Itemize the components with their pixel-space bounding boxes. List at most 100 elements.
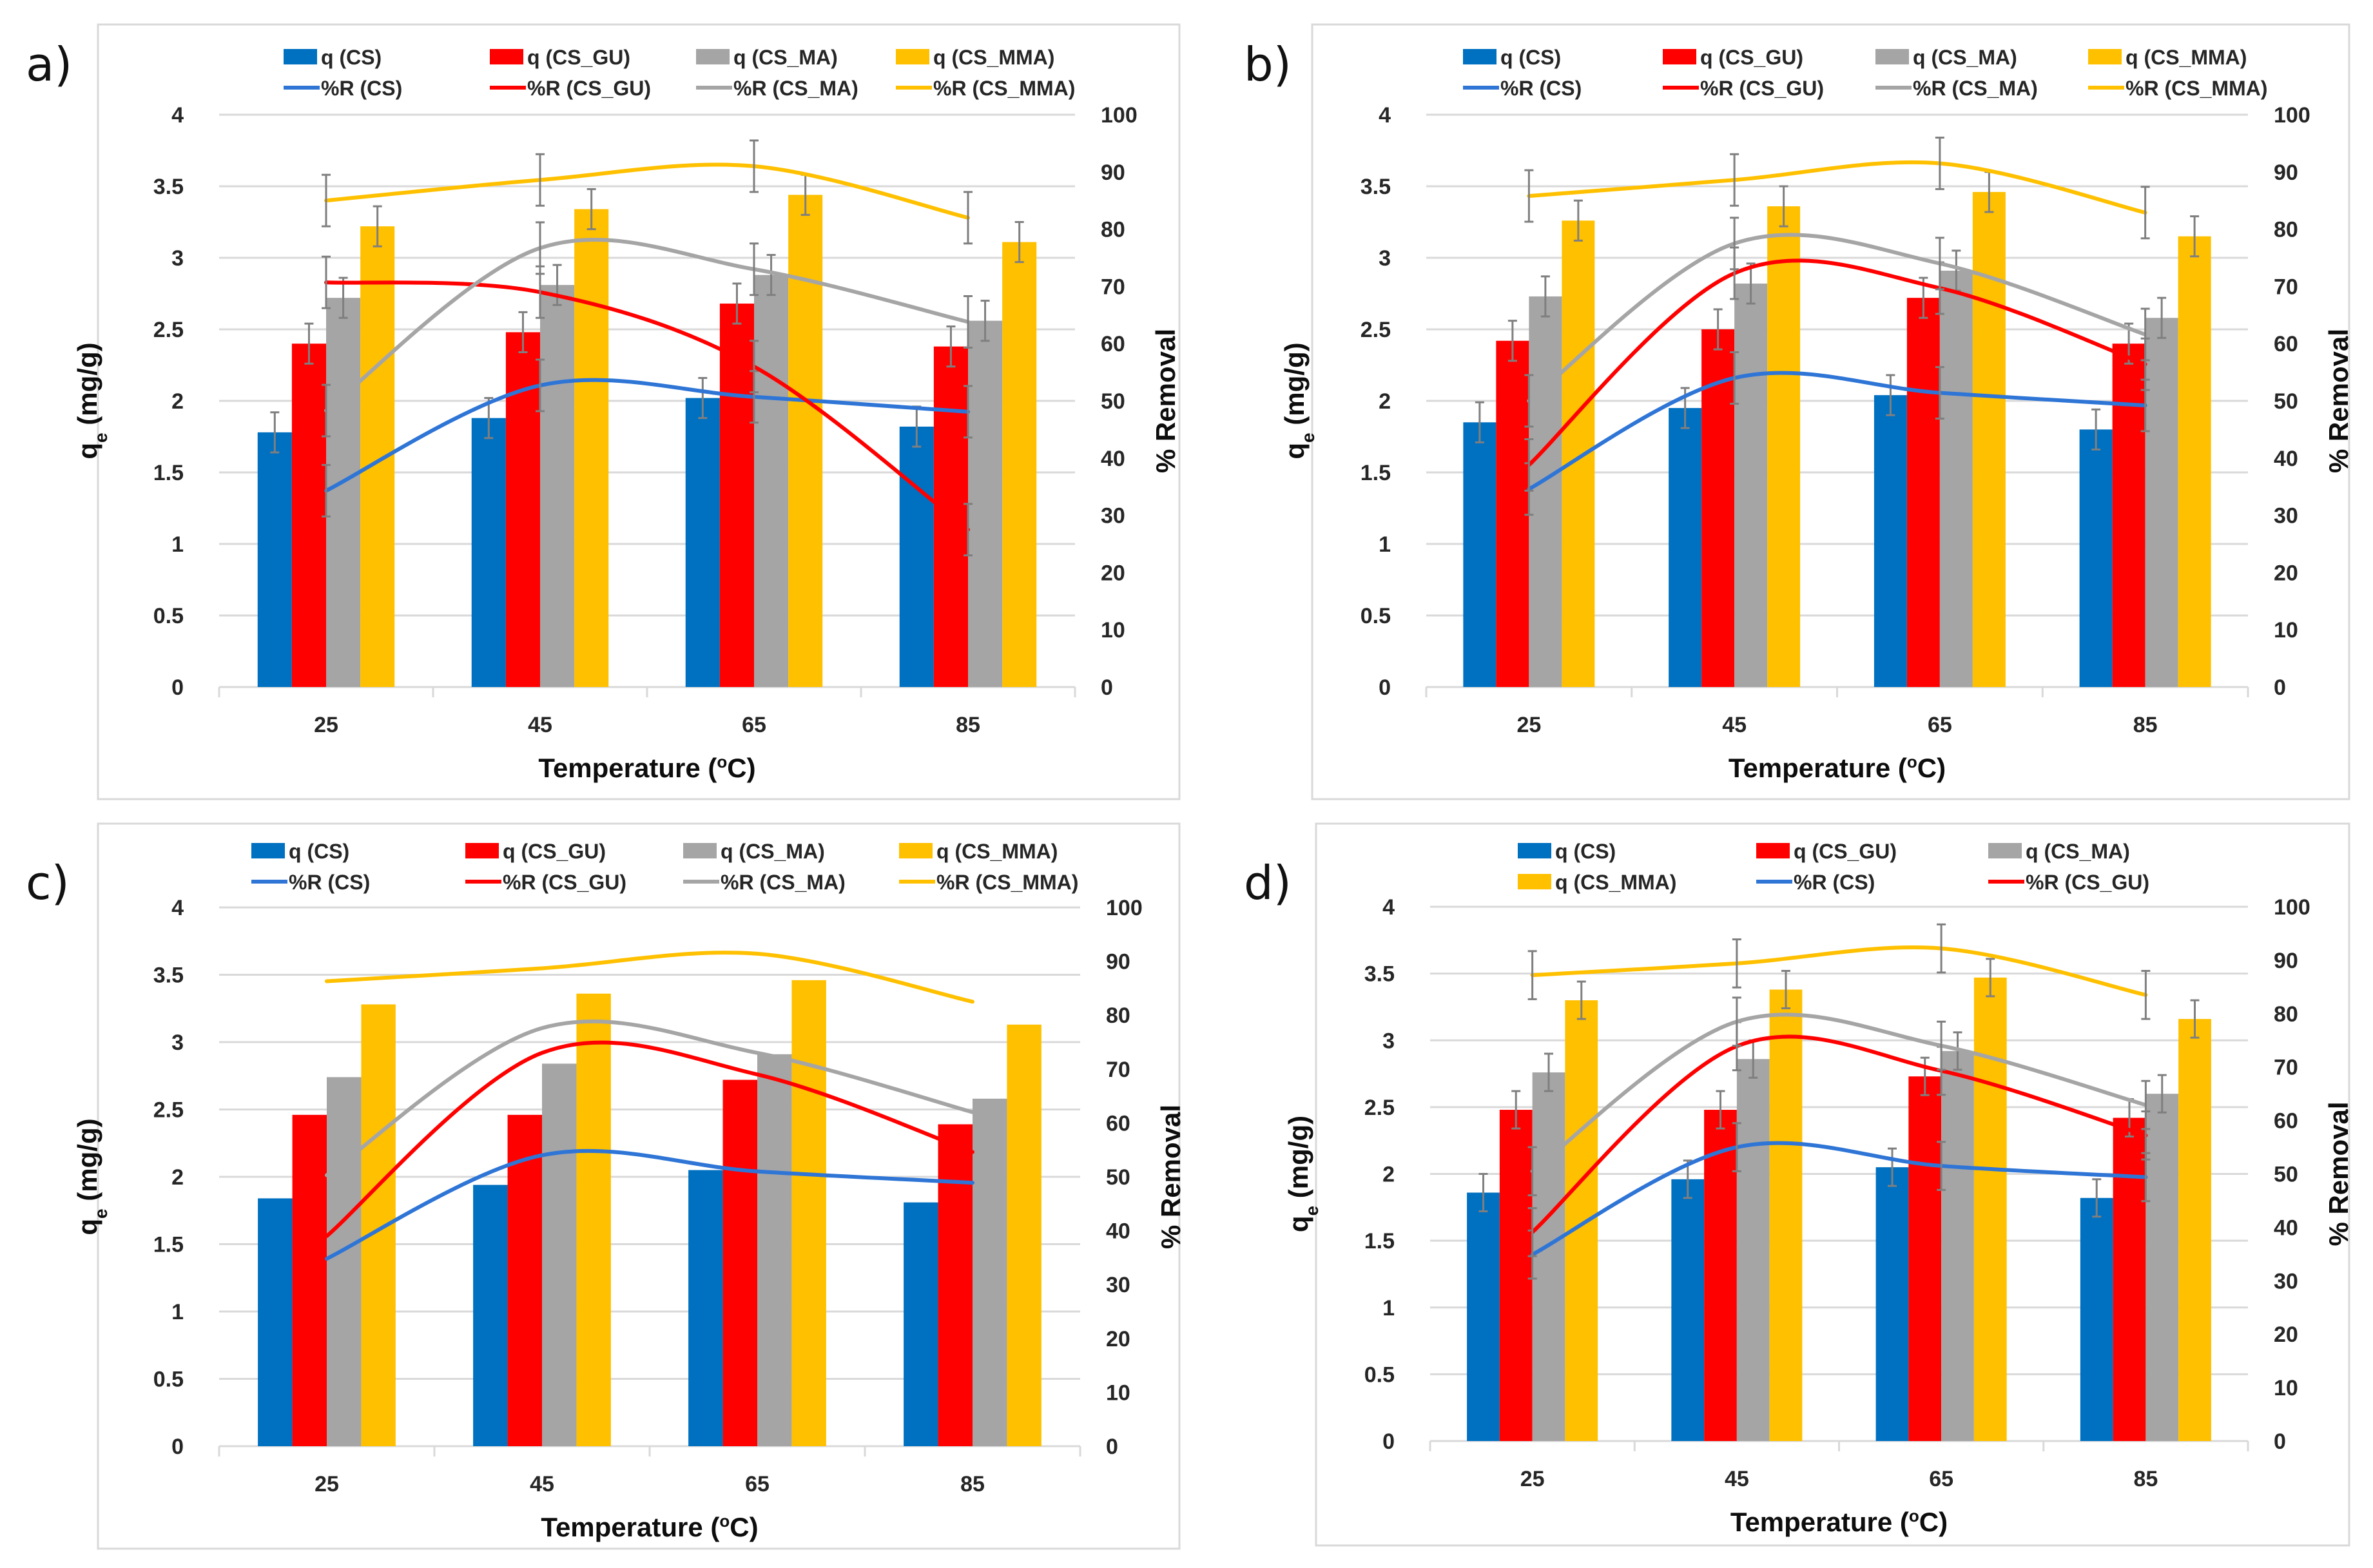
x-tick-label: 65 xyxy=(745,1472,770,1496)
y2-tick-label: 80 xyxy=(2274,1002,2298,1027)
bar-cs-ma xyxy=(754,275,789,687)
y-tick-label: 2.5 xyxy=(153,318,184,342)
legend-swatch xyxy=(2088,49,2122,64)
legend-label: %R (CS_GU) xyxy=(1700,77,1824,100)
y-tick-label: 4 xyxy=(1382,895,1395,920)
legend-label: %R (CS_MMA) xyxy=(933,77,1075,100)
bar-cs-ma xyxy=(973,1098,1007,1446)
legend-item: %R (CS_MA) xyxy=(1875,77,2038,100)
legend-item: %R (CS_MA) xyxy=(683,871,846,894)
y-tick-label: 3.5 xyxy=(1361,175,1391,199)
y-tick-label: 1 xyxy=(1382,1296,1395,1321)
x-axis-title: Temperature (oC) xyxy=(1729,752,1946,783)
legend-label: q (CS_MA) xyxy=(1913,46,2017,69)
y2-axis-title: % Removal xyxy=(1156,1105,1186,1249)
bar-cs-ma xyxy=(1941,1050,1974,1441)
y-tick-label: 2 xyxy=(171,389,184,414)
legend-label: q (CS) xyxy=(1555,840,1616,863)
bar-cs-mma xyxy=(1562,220,1595,687)
panel-label: c) xyxy=(26,856,70,910)
y-tick-label: 2 xyxy=(171,1165,184,1190)
legend-item: %R (CS_GU) xyxy=(1663,77,1824,100)
legend-item: q (CS) xyxy=(1463,46,1561,69)
chart-panel-b: b)00.511.522.533.54010203040506070809010… xyxy=(1244,23,2354,800)
bar-cs xyxy=(258,1198,293,1446)
legend-item: %R (CS) xyxy=(1463,77,1582,100)
line-line-cs xyxy=(325,1148,974,1261)
y-tick-label: 1.5 xyxy=(153,1233,184,1257)
y2-tick-label: 50 xyxy=(2274,1163,2298,1187)
legend-label: q (CS_GU) xyxy=(527,46,630,69)
legend-label: %R (CS) xyxy=(1794,871,1875,894)
chart-panel-a: a)00.511.522.533.54010203040506070809010… xyxy=(26,23,1181,800)
y-axis-title: qe (mg/g) xyxy=(72,1118,111,1235)
bar-cs-mma xyxy=(361,1004,396,1446)
x-tick-label: 85 xyxy=(2133,713,2158,737)
bar-cs-mma xyxy=(1007,1024,1041,1446)
line-cs-gu xyxy=(325,1040,974,1238)
bar-cs-mma xyxy=(576,993,611,1446)
bar-cs-mma xyxy=(1973,977,2007,1441)
y2-tick-label: 30 xyxy=(2274,504,2298,528)
legend-swatch xyxy=(896,49,929,64)
bar-cs-ma xyxy=(2145,318,2178,687)
x-tick-label: 85 xyxy=(2133,1467,2158,1491)
y2-tick-label: 20 xyxy=(2274,1322,2298,1347)
bar-cs-gu xyxy=(722,1079,757,1446)
y-axis-title: qe (mg/g) xyxy=(1283,1116,1322,1232)
legend-item: q (CS_GU) xyxy=(1756,840,1897,863)
line-cs-ma xyxy=(1527,233,2147,403)
line-cs-gu xyxy=(324,280,970,532)
y-tick-label: 3 xyxy=(1379,246,1391,271)
y2-tick-label: 20 xyxy=(2274,561,2298,585)
x-tick-label: 65 xyxy=(1928,713,1952,737)
y-tick-label: 2 xyxy=(1382,1163,1395,1187)
legend-label: q (CS_GU) xyxy=(503,840,606,863)
x-tick-label: 85 xyxy=(956,713,980,737)
x-tick-label: 25 xyxy=(1520,1467,1545,1491)
bar-cs-ma xyxy=(542,1063,577,1446)
y2-tick-label: 80 xyxy=(1106,1003,1130,1028)
bar-cs-ma xyxy=(1736,1059,1770,1441)
bar-cs-ma xyxy=(757,1054,792,1446)
legend-label: %R (CS_GU) xyxy=(503,871,626,894)
x-axis-title: Temperature (oC) xyxy=(1730,1506,1948,1537)
bar-cs-mma xyxy=(791,980,826,1446)
line-cs-ma xyxy=(1530,1012,2148,1174)
bar-cs-gu xyxy=(1906,298,1940,687)
y2-tick-label: 100 xyxy=(1101,103,1138,128)
bar-cs xyxy=(257,432,292,687)
line-line-cs xyxy=(1527,371,2147,491)
y2-tick-label: 60 xyxy=(1106,1111,1130,1136)
legend-label: q (CS) xyxy=(1500,46,1561,69)
bar-cs-gu xyxy=(1704,1110,1737,1441)
y2-tick-label: 80 xyxy=(2274,218,2298,242)
bar-cs-gu xyxy=(1908,1076,1942,1441)
line-line-cs xyxy=(324,378,970,493)
legend-swatch xyxy=(1663,49,1696,64)
legend-label: %R (CS_GU) xyxy=(527,77,651,100)
y2-tick-label: 100 xyxy=(2274,103,2310,128)
legend-item: %R (CS_MMA) xyxy=(899,871,1078,894)
legend-swatch xyxy=(696,49,730,64)
line-cs-ma xyxy=(324,237,970,413)
y2-tick-label: 0 xyxy=(2274,675,2286,700)
y-tick-label: 3.5 xyxy=(153,963,184,988)
y2-tick-label: 0 xyxy=(1106,1435,1118,1459)
y2-tick-label: 0 xyxy=(1101,675,1113,700)
bar-cs xyxy=(1671,1179,1705,1441)
bar-cs-ma xyxy=(1734,283,1768,688)
y2-tick-label: 70 xyxy=(1106,1058,1130,1082)
y2-tick-label: 90 xyxy=(2274,949,2298,973)
legend-label: %R (CS_MA) xyxy=(1913,77,2038,100)
legend-label: %R (CS_MMA) xyxy=(936,871,1078,894)
bar-cs xyxy=(1467,1192,1500,1441)
bar-cs-ma xyxy=(326,298,361,687)
bar-cs-gu xyxy=(1496,340,1529,687)
bar-cs xyxy=(1669,408,1702,687)
legend-swatch xyxy=(465,843,499,858)
bar-cs xyxy=(1875,1167,1909,1441)
legend-item: q (CS_GU) xyxy=(1663,46,1803,69)
y-tick-label: 0.5 xyxy=(153,1368,184,1392)
y2-tick-label: 70 xyxy=(1101,275,1125,299)
